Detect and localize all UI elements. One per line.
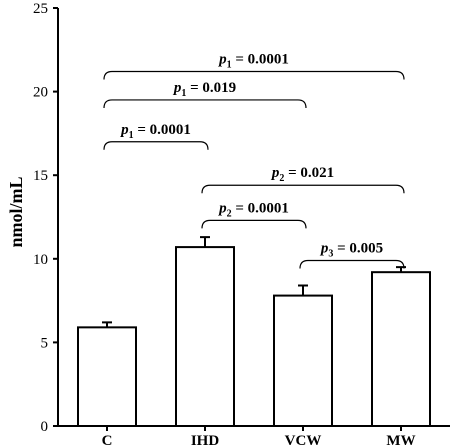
error-bar — [298, 284, 308, 296]
significance-bracket — [103, 70, 405, 80]
bar-vcw — [273, 294, 333, 428]
x-tick-label: VCW — [285, 433, 322, 448]
p-value-label: p2 = 0.0001 — [217, 200, 289, 219]
p-value-label: p1 = 0.0001 — [119, 122, 191, 141]
significance-bracket — [201, 219, 307, 229]
bar-c — [77, 326, 137, 427]
p-value-label: p2 = 0.021 — [270, 165, 334, 184]
bar-mw — [371, 271, 431, 427]
y-tick-label: 25 — [33, 1, 48, 17]
error-bar — [200, 236, 210, 248]
y-tick-label: 0 — [41, 419, 49, 435]
significance-annotations: p1 = 0.0001 p1 = 0.019 p1 = 0.0001 p2 = 0.0… — [103, 52, 405, 269]
y-tick-label: 20 — [33, 85, 48, 101]
error-bar — [102, 321, 112, 328]
x-tick-label: IHD — [191, 433, 220, 448]
y-tick-label: 15 — [33, 168, 48, 184]
bar-ihd — [175, 246, 235, 427]
x-tick-label: C — [102, 433, 113, 448]
significance-bracket — [103, 141, 209, 150]
p-value-label: p3 = 0.005 — [319, 240, 383, 259]
p-value-label: p1 = 0.019 — [172, 80, 236, 99]
p-value-label: p1 = 0.0001 — [217, 52, 289, 71]
y-axis-label: nmol/mL — [6, 176, 26, 247]
x-tick-label: MW — [386, 433, 415, 448]
significance-bracket — [103, 99, 307, 108]
y-tick-label: 5 — [41, 335, 49, 351]
significance-bracket — [299, 259, 405, 269]
bars — [77, 236, 431, 428]
y-tick-label: 10 — [33, 252, 48, 268]
significance-bracket — [201, 184, 405, 194]
